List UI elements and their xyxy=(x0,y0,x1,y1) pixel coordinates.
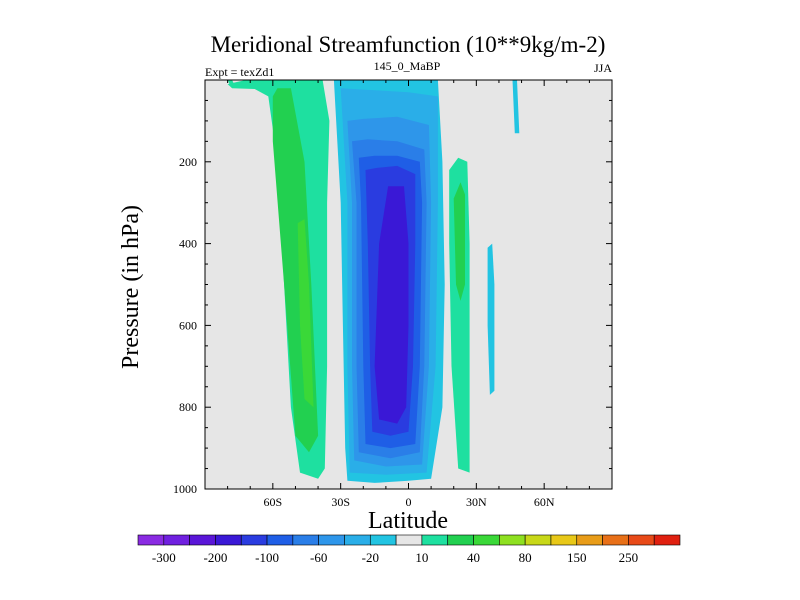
x-tick-label: 30S xyxy=(331,495,350,509)
colorbar-label: 40 xyxy=(467,550,480,565)
colorbar-swatch xyxy=(215,534,242,546)
y-tick-label: 600 xyxy=(179,318,197,332)
y-tick-label: 400 xyxy=(179,237,197,251)
colorbar-label: 250 xyxy=(619,550,639,565)
subtitle-center: 145_0_MaBP xyxy=(374,59,441,73)
colorbar-swatch xyxy=(369,534,397,546)
colorbar-swatch xyxy=(318,534,345,546)
x-axis-label: Latitude xyxy=(368,508,448,534)
contour-hadley-negative-core xyxy=(374,186,409,424)
colorbar-swatch xyxy=(344,534,371,546)
contour-high-lat-negative-sliver xyxy=(512,80,520,134)
colorbar-swatch xyxy=(628,534,655,546)
contour-northern-positive-core xyxy=(453,182,465,301)
colorbar-swatch xyxy=(524,534,552,546)
colorbar-swatch xyxy=(499,534,526,546)
y-tick-label: 200 xyxy=(179,155,197,169)
x-axis-ticks: 60S 30S 0 30N 60N xyxy=(204,80,613,509)
colorbar-swatch xyxy=(550,534,578,546)
colorbar-swatch xyxy=(653,534,681,546)
colorbar-swatch xyxy=(473,534,500,546)
contour-northern-negative-strip xyxy=(487,243,495,395)
colorbar-swatch xyxy=(447,534,474,546)
x-tick-label: 30N xyxy=(466,495,487,509)
colorbar-label: -100 xyxy=(255,550,279,565)
x-tick-label: 60N xyxy=(534,495,555,509)
subtitle-left: Expt = texZd1 xyxy=(205,65,274,79)
colorbar-swatch xyxy=(395,534,423,546)
colorbar-swatch xyxy=(576,534,603,546)
colorbar-label: -60 xyxy=(310,550,327,565)
y-axis-ticks: 200 400 600 800 1000 xyxy=(173,79,612,496)
colorbar-swatch xyxy=(421,534,449,546)
contour-southern-positive-speck xyxy=(227,80,235,85)
chart-title: Meridional Streamfunction (10**9kg/m-2) xyxy=(211,32,606,57)
x-tick-label: 60S xyxy=(263,495,282,509)
colorbar-label: 150 xyxy=(567,550,587,565)
colorbar-label: -200 xyxy=(204,550,228,565)
colorbar-label: -20 xyxy=(362,550,379,565)
y-axis-label: Pressure (in hPa) xyxy=(118,205,144,369)
colorbar-label: 10 xyxy=(415,550,428,565)
x-tick-label: 0 xyxy=(406,495,412,509)
colorbar-swatch xyxy=(292,534,319,546)
colorbar xyxy=(137,534,681,546)
colorbar-swatch xyxy=(189,534,216,546)
contour-fills xyxy=(227,80,520,483)
colorbar-swatch xyxy=(602,534,629,546)
colorbar-swatch xyxy=(163,534,190,546)
colorbar-swatch xyxy=(266,534,294,546)
y-tick-label: 800 xyxy=(179,400,197,414)
colorbar-label: -300 xyxy=(152,550,176,565)
subtitle-right: JJA xyxy=(594,61,612,75)
colorbar-swatch xyxy=(240,534,268,546)
colorbar-swatch xyxy=(137,534,165,546)
colorbar-label: 80 xyxy=(519,550,532,565)
y-tick-label: 1000 xyxy=(173,482,197,496)
contour-southern-positive-cell-core xyxy=(297,219,314,408)
colorbar-labels: -300 -200 -100 -60 -20 10 40 80 150 250 xyxy=(152,550,638,565)
